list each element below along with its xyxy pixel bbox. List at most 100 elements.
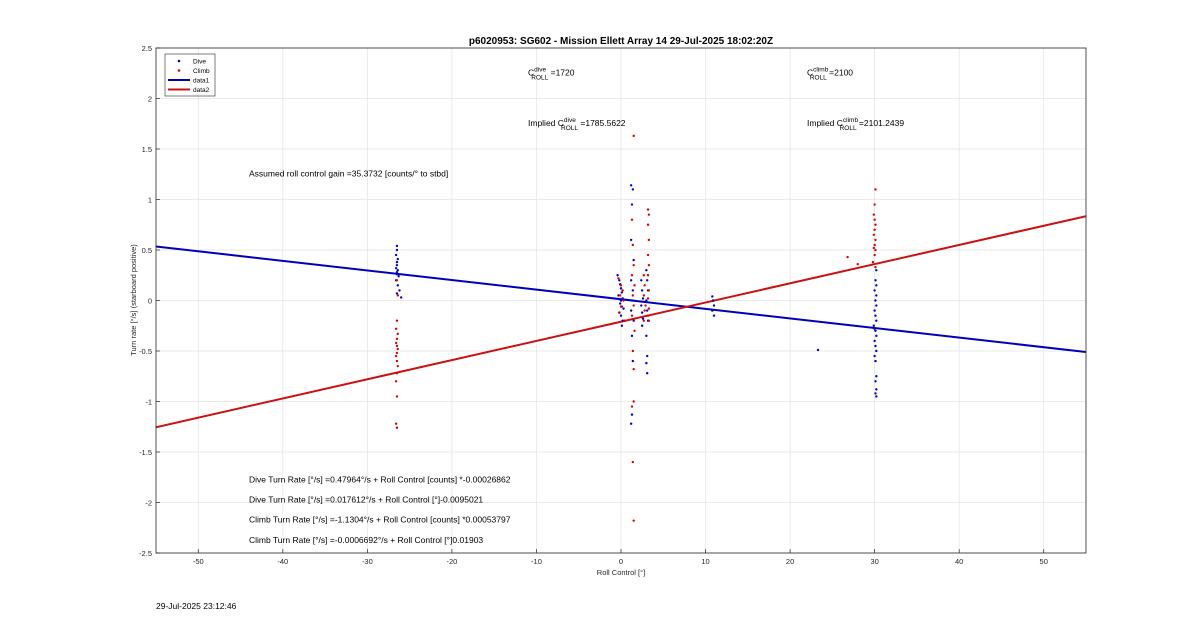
legend: Dive Climb data1 data2 [164,53,216,97]
legend-label: Dive [193,58,206,65]
dive-point [395,248,399,252]
dive-point [621,297,624,300]
climb-point [647,238,651,242]
climb-point [632,134,635,138]
dive-point [396,257,399,261]
climb-point [396,332,399,336]
annotation-value: =1785.5622 [578,118,626,128]
climb-point [617,277,620,280]
climb-point [647,213,651,216]
climb-point [647,289,651,292]
annotation-base: C [807,67,813,77]
annotation-eq4: Climb Turn Rate [°/s] =-0.0006692°/s + R… [249,535,483,545]
y-tick-label: -2 [145,499,152,508]
x-tick-label: 20 [786,557,794,566]
climb-point [646,297,650,300]
dive-point [874,299,877,302]
dive-point [395,263,399,267]
dive-point [622,307,625,310]
climb-point [631,243,635,247]
climb-point [642,274,646,277]
dive-point [632,319,635,322]
climb-point [872,213,875,216]
annotation-sub: ROLL [561,125,578,132]
dive-point [631,188,635,191]
y-tick-label: -1.5 [139,448,152,457]
plot-series [156,134,1086,522]
dive-point [396,269,399,272]
dive-point [620,324,624,327]
climb-point [646,253,650,257]
annotation-sub: ROLL [531,74,548,81]
legend-marker-climb [177,69,181,72]
dive-point [646,279,649,282]
dive-point [629,422,633,425]
annotation-gain: Assumed roll control gain =35.3732 [coun… [249,168,448,178]
dive-point [875,319,878,322]
climb-point [873,228,876,231]
climb-point [623,319,626,322]
dive-point [874,380,877,383]
climb-point [632,367,635,371]
dive-point [874,314,877,317]
climb-point [874,248,877,252]
dive-point [630,413,634,416]
y-tick-label: 2.5 [142,44,152,53]
climb-point [642,294,646,297]
climb-point [647,319,651,322]
climb-point [395,337,399,341]
climb-point [395,395,399,398]
x-tick-label: 0 [619,557,623,566]
dive-point [645,361,648,365]
climb-point [646,223,650,226]
annotation-implied-dive: Implied Cdive ROLL =1785.5622 [528,117,626,132]
y-tick-label: 1.5 [142,145,152,154]
climb-point [619,305,623,308]
climb-point [395,372,399,375]
climb-point [642,319,646,322]
climb-point [395,359,399,363]
dive-point [641,297,645,300]
dive-point [395,244,399,248]
climb-point [395,426,399,429]
annotation-value: =1720 [548,67,575,77]
dive-point [875,294,878,297]
dive-point [640,311,644,314]
climb-point [618,294,622,297]
dive-point [873,327,876,330]
climb-point [618,311,621,314]
y-tick-label: -1 [145,398,152,407]
climb-point [873,203,876,206]
dive-point [630,203,634,206]
y-axis-label: Turn rate [°/s] (starboard positive) [129,244,138,356]
climb-point [630,218,634,221]
legend-label: data1 [193,77,210,84]
x-tick-label: 50 [1040,557,1048,566]
climb-point [394,422,398,425]
dive-point [395,292,399,295]
dive-point [394,253,398,257]
climb-point [632,304,635,307]
annotation-sup: dive [564,117,576,124]
dive-point [711,299,715,302]
climb-point [394,327,398,330]
climb-point [396,364,399,368]
dive-point [641,317,645,320]
dive-point [618,279,621,282]
climb-point [395,351,399,355]
annotation-implied-climb: Implied Cclimb ROLL =2101.2439 [807,117,904,132]
dive-point [875,388,878,391]
dive-point [619,314,623,317]
annotation-base: Implied C [807,118,843,128]
annotation-eq1: Dive Turn Rate [°/s] =0.47964°/s + Roll … [249,474,511,484]
dive-point [619,299,623,302]
climb-point [631,294,635,297]
dive-point [618,302,622,305]
dive-point [646,372,649,375]
dive-point [712,304,716,307]
climb-point [856,262,859,266]
footer-timestamp: 29-Jul-2025 23:12:46 [156,601,237,611]
dive-point [640,279,643,282]
dive-point [395,271,399,274]
x-tick-label: -30 [362,557,373,566]
